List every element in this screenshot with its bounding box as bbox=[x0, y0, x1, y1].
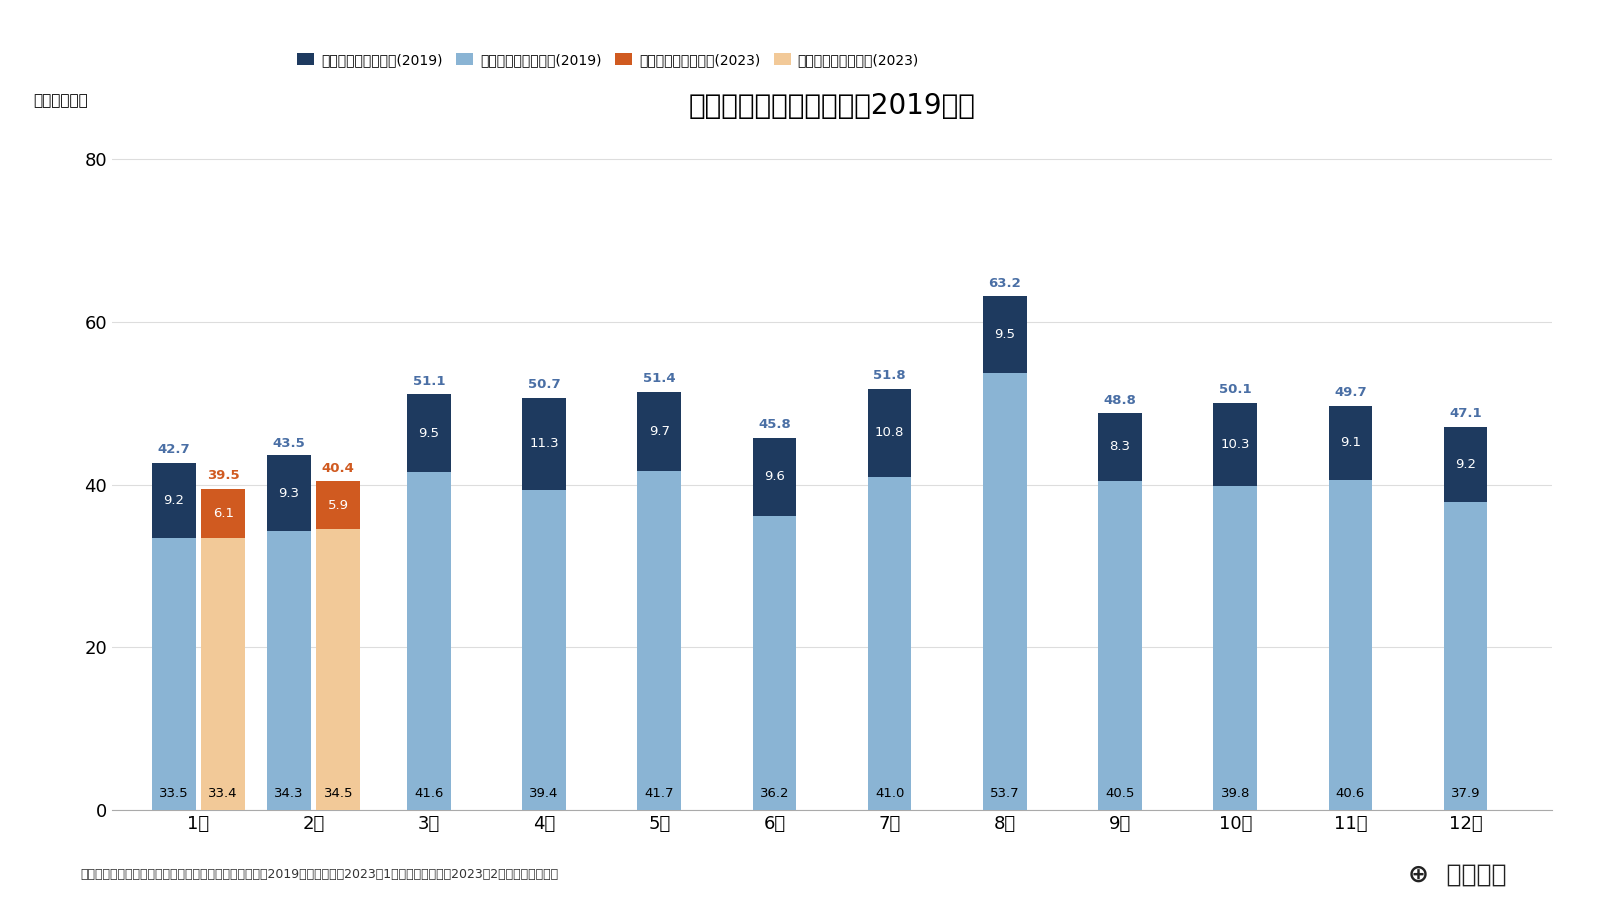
Text: 34.5: 34.5 bbox=[323, 788, 354, 800]
Text: ⊕  訪日ラボ: ⊕ 訪日ラボ bbox=[1408, 863, 1507, 887]
Text: 10.3: 10.3 bbox=[1221, 438, 1250, 451]
Text: （百万人泊）: （百万人泊） bbox=[34, 93, 88, 108]
Text: 39.5: 39.5 bbox=[206, 469, 240, 482]
Text: 33.5: 33.5 bbox=[158, 788, 189, 800]
Bar bbox=[752, 516, 797, 810]
Bar bbox=[982, 296, 1027, 374]
Text: 41.0: 41.0 bbox=[875, 788, 904, 800]
Bar bbox=[1443, 427, 1488, 502]
Text: 34.3: 34.3 bbox=[274, 788, 304, 800]
Bar bbox=[317, 482, 360, 529]
Bar bbox=[982, 374, 1027, 810]
Bar bbox=[637, 392, 682, 471]
Bar bbox=[267, 455, 310, 531]
Text: 37.9: 37.9 bbox=[1451, 788, 1480, 800]
Text: 41.7: 41.7 bbox=[645, 788, 674, 800]
Text: 9.1: 9.1 bbox=[1339, 436, 1362, 449]
Text: 40.5: 40.5 bbox=[1106, 788, 1134, 800]
Text: 41.6: 41.6 bbox=[414, 788, 443, 800]
Text: 39.8: 39.8 bbox=[1221, 788, 1250, 800]
Text: 63.2: 63.2 bbox=[989, 276, 1021, 290]
Text: 9.5: 9.5 bbox=[994, 328, 1016, 341]
Text: 8.3: 8.3 bbox=[1109, 440, 1131, 454]
Text: 53.7: 53.7 bbox=[990, 788, 1019, 800]
Text: 36.2: 36.2 bbox=[760, 788, 789, 800]
Bar bbox=[406, 394, 451, 472]
Text: 51.1: 51.1 bbox=[413, 375, 445, 388]
Text: 9.7: 9.7 bbox=[648, 425, 670, 438]
Bar bbox=[202, 489, 245, 538]
Text: 40.4: 40.4 bbox=[322, 462, 355, 475]
Text: 48.8: 48.8 bbox=[1104, 393, 1136, 407]
Text: 51.8: 51.8 bbox=[874, 369, 906, 382]
Text: 9.5: 9.5 bbox=[418, 427, 440, 439]
Text: 出典：観光庁「宿泊旅行統計調査」より訪日ラボ作成［2019年は確定値、2023年1月は二次速報値、2023年2月は一次速報値］: 出典：観光庁「宿泊旅行統計調査」より訪日ラボ作成［2019年は確定値、2023年… bbox=[80, 868, 558, 880]
Text: 11.3: 11.3 bbox=[530, 437, 558, 450]
Text: 45.8: 45.8 bbox=[758, 418, 790, 431]
Text: 9.6: 9.6 bbox=[763, 470, 786, 483]
Bar bbox=[1213, 402, 1258, 486]
Title: 延べ宿泊者数の推移（対2019年）: 延べ宿泊者数の推移（対2019年） bbox=[688, 92, 976, 121]
Bar bbox=[1213, 486, 1258, 810]
Bar bbox=[152, 463, 195, 537]
Bar bbox=[1443, 502, 1488, 810]
Bar bbox=[1098, 413, 1142, 481]
Bar bbox=[152, 537, 195, 810]
Text: 6.1: 6.1 bbox=[213, 507, 234, 520]
Bar bbox=[267, 531, 310, 810]
Bar bbox=[202, 538, 245, 810]
Bar bbox=[522, 398, 566, 490]
Bar bbox=[1098, 481, 1142, 810]
Text: 9.3: 9.3 bbox=[278, 487, 299, 500]
Text: 33.4: 33.4 bbox=[208, 788, 238, 800]
Bar bbox=[1328, 480, 1373, 810]
Bar bbox=[867, 389, 912, 477]
Text: 50.7: 50.7 bbox=[528, 378, 560, 392]
Text: 49.7: 49.7 bbox=[1334, 386, 1366, 400]
Bar bbox=[406, 472, 451, 810]
Text: 43.5: 43.5 bbox=[272, 436, 306, 450]
Text: 9.2: 9.2 bbox=[163, 494, 184, 507]
Text: 10.8: 10.8 bbox=[875, 427, 904, 439]
Bar bbox=[867, 477, 912, 810]
Text: 42.7: 42.7 bbox=[157, 443, 190, 456]
Bar bbox=[1328, 406, 1373, 480]
Text: 5.9: 5.9 bbox=[328, 499, 349, 512]
Bar bbox=[752, 437, 797, 516]
Bar bbox=[317, 529, 360, 810]
Bar bbox=[522, 490, 566, 810]
Text: 9.2: 9.2 bbox=[1454, 458, 1477, 471]
Text: 51.4: 51.4 bbox=[643, 373, 675, 385]
Text: 47.1: 47.1 bbox=[1450, 408, 1482, 420]
Text: 50.1: 50.1 bbox=[1219, 383, 1251, 396]
Text: 40.6: 40.6 bbox=[1336, 788, 1365, 800]
Bar bbox=[637, 471, 682, 810]
Legend: 外国人延べ宿泊者数(2019), 日本人延べ宿泊者数(2019), 外国人延べ宿泊者数(2023), 日本人延べ宿泊者数(2023): 外国人延べ宿泊者数(2019), 日本人延べ宿泊者数(2019), 外国人延べ宿… bbox=[291, 48, 925, 73]
Text: 39.4: 39.4 bbox=[530, 788, 558, 800]
